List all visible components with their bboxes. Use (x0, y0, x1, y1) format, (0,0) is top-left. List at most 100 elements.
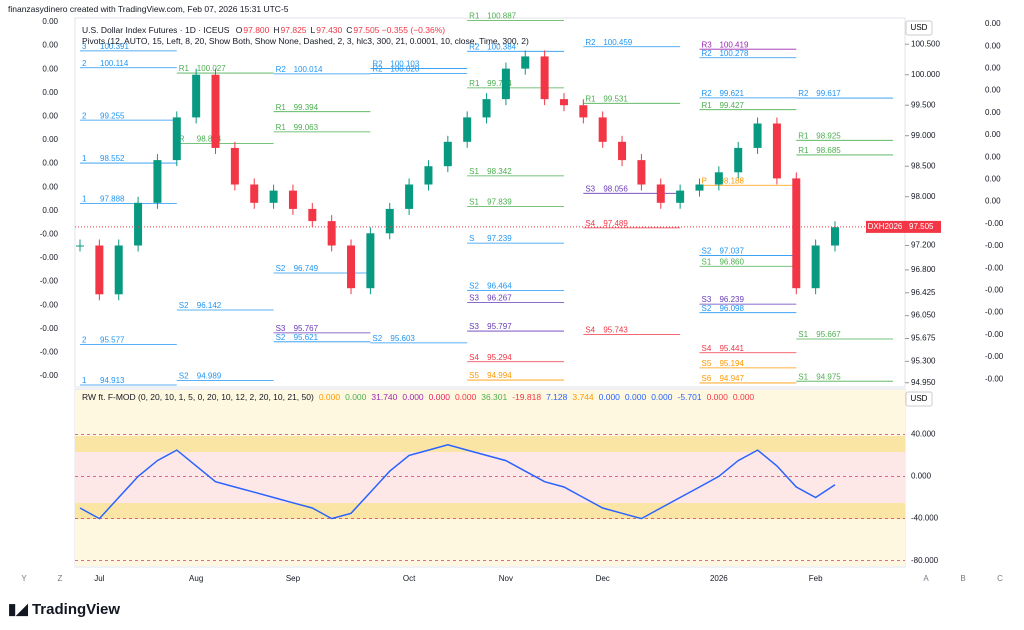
pivot-price: 95.603 (390, 334, 415, 343)
right-scale-label: 0.00 (985, 130, 1001, 139)
pivot-price: 95.621 (294, 333, 319, 342)
pivot-price: 98.925 (816, 131, 841, 140)
right-scale-label: 0.00 (985, 108, 1001, 117)
candle (134, 202, 143, 246)
y-tick-label: 100.000 (911, 70, 940, 79)
left-scale-label: 0.00 (42, 182, 58, 191)
brand-name: TradingView (31, 601, 121, 618)
candle (172, 117, 181, 161)
pivot-level: R1 (798, 146, 809, 155)
ohlc-value: 97.800 (243, 25, 270, 35)
left-scale-label: 0.00 (42, 206, 58, 215)
pivot-level: S4 (701, 344, 711, 353)
y-tick-label: 99.500 (911, 100, 936, 109)
pivot-price: 94.913 (100, 376, 125, 385)
axis-letter: C (997, 574, 1003, 583)
right-scale-label: -0.00 (985, 241, 1004, 250)
pivot-price: 94.994 (487, 371, 512, 380)
pivot-price: 100.103 (390, 60, 419, 69)
pivot-price: 96.098 (719, 304, 744, 313)
pivot-price: 98.056 (603, 184, 628, 193)
right-scale-label: 0.00 (985, 19, 1001, 28)
candle (811, 245, 820, 289)
candle (559, 99, 568, 106)
pivot-price: 96.749 (294, 264, 319, 273)
pivot-price: 97.489 (603, 219, 628, 228)
ohlc-value: 97.505 (353, 25, 380, 35)
pivot-level: S3 (276, 324, 286, 333)
pivot-price: 94.975 (816, 372, 841, 381)
zone (75, 436, 905, 452)
tag-box (866, 220, 905, 233)
pivot-price: 97.888 (100, 195, 125, 204)
candle (463, 117, 472, 142)
ohlc-key: H (273, 25, 280, 35)
status-value: 7.128 (546, 392, 568, 402)
y-tick-label: 40.000 (911, 429, 936, 438)
x-tick-label: Jul (94, 574, 104, 583)
pivot-level: S2 (179, 301, 189, 310)
x-tick-label: Feb (809, 574, 823, 583)
pivot-price: 99.394 (294, 103, 319, 112)
status-value: 31.740 (371, 392, 398, 402)
left-scale-label: -0.00 (40, 348, 59, 357)
left-scale-label: 0.00 (42, 88, 58, 97)
pivot-level: S6 (701, 374, 711, 383)
ohlc-key: O (235, 25, 243, 35)
left-scale-label: -0.00 (40, 324, 59, 333)
pivot-level: S2 (276, 264, 286, 273)
pivot-price: 98.874 (197, 135, 222, 144)
pivot-price: 99.784 (487, 79, 512, 88)
candle (269, 190, 278, 203)
candle (772, 123, 781, 179)
candle (211, 74, 220, 148)
osc-line (79, 444, 836, 520)
candle (579, 105, 588, 118)
status-value: 0.000 (454, 392, 477, 402)
pivot-price: 98.685 (816, 146, 841, 155)
left-scale-label: -0.00 (40, 300, 59, 309)
osc-pane (74, 388, 906, 568)
y-tick-label: 96.800 (911, 265, 936, 274)
candle (501, 68, 510, 100)
x-tick-label: Nov (499, 574, 513, 583)
pivot-price: 99.617 (816, 89, 841, 98)
pivot-level: S3 (701, 295, 711, 304)
pivot-level: 1 (82, 376, 87, 385)
candle (114, 245, 123, 295)
indicator-status: 0.000 0.000 31.740 0.000 0.000 0.000 36.301 -19… (314, 392, 754, 402)
y-tick-label: 95.300 (911, 356, 936, 365)
pivot-level: R1 (276, 103, 287, 112)
pivot-level: S2 (701, 304, 711, 313)
pivot-level: S1 (469, 167, 479, 176)
pivot-price: 100.419 (719, 40, 748, 49)
right-scale-label: 0.00 (985, 152, 1001, 161)
zone (75, 503, 905, 519)
right-scale-label: 0.00 (985, 175, 1001, 184)
candle (288, 190, 297, 209)
candle (714, 172, 723, 185)
status-value: 0.000 (651, 392, 673, 402)
status-value: 0.000 (402, 392, 424, 402)
pivot-level: S1 (701, 257, 711, 266)
status-value: 0.000 (345, 392, 367, 402)
candle (366, 233, 375, 289)
status-value: 36.301 (481, 392, 508, 402)
y-tick-label: 95.675 (911, 334, 936, 343)
brand: ▮◢ TradingView (8, 601, 121, 618)
pivot-level: R2 (276, 65, 287, 74)
status-value: 0.000 (624, 392, 647, 402)
x-tick-label: 2026 (710, 574, 728, 583)
pivot-price: 99.063 (294, 123, 319, 132)
pivot-level: S3 (469, 294, 479, 303)
x-tick-label: Dec (596, 574, 610, 583)
pivot-price: 95.194 (719, 359, 744, 368)
pivot-level: R1 (469, 12, 480, 21)
left-scale-label: -0.00 (40, 277, 59, 286)
left-scale-label: 0.00 (42, 112, 58, 121)
pivot-level: S1 (469, 198, 479, 207)
pivot-level: S4 (585, 325, 595, 334)
right-scale-label: -0.00 (985, 219, 1004, 228)
ohlc-value: 97.430 (316, 25, 343, 35)
pivot-price: 96.464 (487, 281, 512, 290)
